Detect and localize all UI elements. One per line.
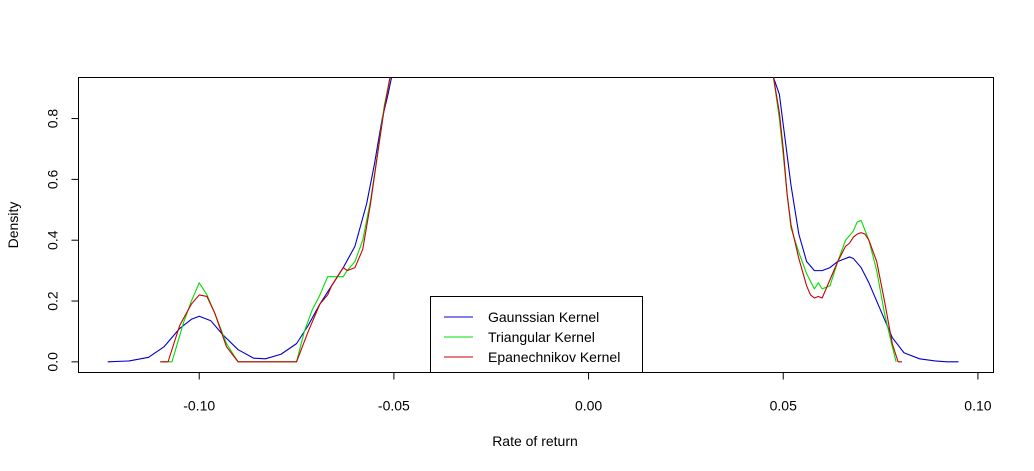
y-tick-label: 0.6 [45, 169, 61, 189]
x-axis: -0.10 -0.05 0.00 0.05 0.10 [183, 372, 992, 414]
series-line-2 [160, 77, 902, 363]
y-tick-label: 0.2 [45, 291, 61, 311]
y-tick-label: 0.8 [45, 109, 61, 129]
x-tick-label: -0.05 [378, 398, 410, 414]
y-axis-title: Density [5, 202, 21, 249]
series-line-0 [107, 77, 959, 363]
x-tick-label: 0.10 [964, 398, 991, 414]
series-layer [107, 77, 959, 363]
legend-box [430, 296, 643, 373]
x-tick-label: -0.10 [183, 398, 215, 414]
legend-label: Gaunssian Kernel [488, 309, 599, 325]
y-tick-label: 0.4 [45, 230, 61, 250]
legend: Gaunssian Kernel Triangular Kernel Epanech… [430, 296, 643, 373]
legend-label: Epanechnikov Kernel [488, 349, 620, 365]
legend-label: Triangular Kernel [488, 329, 595, 345]
y-tick-label: 0.0 [45, 352, 61, 372]
x-axis-title: Rate of return [492, 433, 578, 449]
x-tick-label: 0.05 [770, 398, 797, 414]
x-tick-label: 0.00 [575, 398, 602, 414]
y-axis: 0.0 0.2 0.4 0.6 0.8 [45, 109, 79, 372]
